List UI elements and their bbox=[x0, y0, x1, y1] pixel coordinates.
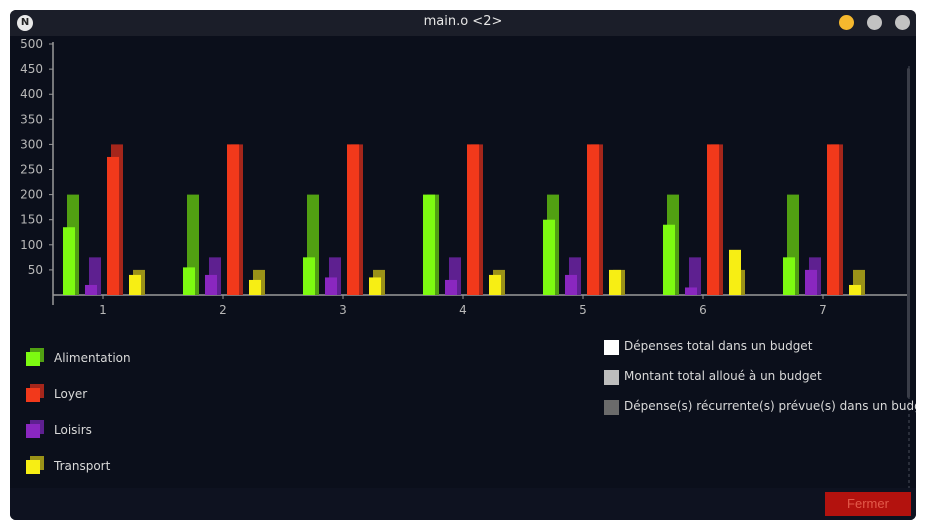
x-tick-label: 5 bbox=[579, 303, 587, 317]
legend-label: Alimentation bbox=[54, 351, 131, 365]
x-tick-label: 6 bbox=[699, 303, 707, 317]
app-window: N main.o <2> 50 100 150 200 250 300 350 400 450 5… bbox=[10, 10, 916, 520]
bar-loisirs bbox=[85, 284, 97, 295]
bar-loisirs bbox=[445, 279, 457, 295]
bar-alimentation bbox=[303, 257, 315, 295]
bar-transport bbox=[129, 274, 141, 295]
y-tick-label: 400 bbox=[20, 87, 43, 101]
legend-label: Loisirs bbox=[54, 423, 92, 437]
legend-swatch-loyer bbox=[26, 384, 44, 402]
bar-loisirs bbox=[325, 277, 337, 295]
bar-transport bbox=[609, 269, 621, 295]
close-button[interactable]: Fermer bbox=[825, 492, 911, 516]
legend-swatch-transport bbox=[26, 456, 44, 474]
y-tick-label: 150 bbox=[20, 213, 43, 227]
x-tick-label: 2 bbox=[219, 303, 227, 317]
legend-label: Transport bbox=[54, 459, 111, 473]
y-tick-label: 50 bbox=[28, 263, 43, 277]
x-tick-label: 4 bbox=[459, 303, 467, 317]
bar-transport bbox=[249, 279, 261, 295]
maximize-button[interactable] bbox=[867, 15, 882, 30]
y-tick-label: 350 bbox=[20, 112, 43, 126]
close-window-button[interactable] bbox=[895, 15, 910, 30]
y-tick-label: 200 bbox=[20, 188, 43, 202]
bar-alimentation bbox=[783, 257, 795, 295]
budget-swatch-spent bbox=[604, 340, 619, 355]
y-tick-label: 500 bbox=[20, 37, 43, 51]
bar-loyer bbox=[467, 144, 479, 295]
x-tick-label: 1 bbox=[99, 303, 107, 317]
bar-transport bbox=[729, 249, 741, 295]
bar-loyer bbox=[827, 144, 839, 295]
bar-loisirs bbox=[685, 287, 697, 295]
budget-swatch-allocated bbox=[604, 370, 619, 385]
bar-transport bbox=[849, 284, 861, 295]
legend-swatch-alimentation bbox=[26, 348, 44, 366]
bar-alimentation bbox=[663, 224, 675, 295]
y-tick-label: 250 bbox=[20, 163, 43, 177]
bar-alimentation bbox=[423, 194, 435, 295]
minimize-button[interactable] bbox=[839, 15, 854, 30]
bar-loyer bbox=[707, 144, 719, 295]
legend-label: Loyer bbox=[54, 387, 88, 401]
bar-loisirs bbox=[565, 274, 577, 295]
y-tick-label: 100 bbox=[20, 238, 43, 252]
bar-alimentation bbox=[543, 219, 555, 295]
bar-transport bbox=[489, 274, 501, 295]
title-bar: N main.o <2> bbox=[10, 10, 916, 36]
y-tick-label: 300 bbox=[20, 137, 43, 151]
bar-transport bbox=[369, 277, 381, 295]
x-tick-label: 7 bbox=[819, 303, 827, 317]
bar-alimentation bbox=[183, 267, 195, 295]
vertical-scrollbar[interactable] bbox=[907, 68, 910, 398]
bar-chart: 50 100 150 200 250 300 350 400 450 500 1 2 3 4 5 6 7 bbox=[14, 37, 910, 493]
budget-bar-loisirs bbox=[689, 257, 701, 295]
budget-legend-label: Dépenses total dans un budget bbox=[624, 339, 813, 353]
bar-loisirs bbox=[205, 274, 217, 295]
chart-area: 50 100 150 200 250 300 350 400 450 500 1 2 3 4 5 6 7 Ali… bbox=[10, 36, 916, 513]
bar-loyer bbox=[347, 144, 359, 295]
budget-legend-label: Montant total alloué à un budget bbox=[624, 369, 822, 383]
bar-loisirs bbox=[805, 269, 817, 295]
legend-swatch-loisirs bbox=[26, 420, 44, 438]
window-title: main.o <2> bbox=[423, 14, 503, 29]
y-tick-label: 450 bbox=[20, 62, 43, 76]
x-tick-label: 3 bbox=[339, 303, 347, 317]
budget-legend-label: Dépense(s) récurrente(s) prévue(s) dans … bbox=[624, 399, 916, 413]
bottom-bar bbox=[10, 488, 916, 520]
bar-loyer bbox=[107, 156, 119, 295]
bar-loyer bbox=[227, 144, 239, 295]
bar-alimentation bbox=[63, 227, 75, 295]
budget-swatch-recurring bbox=[604, 400, 619, 415]
app-icon: N bbox=[17, 15, 33, 31]
bar-loyer bbox=[587, 144, 599, 295]
